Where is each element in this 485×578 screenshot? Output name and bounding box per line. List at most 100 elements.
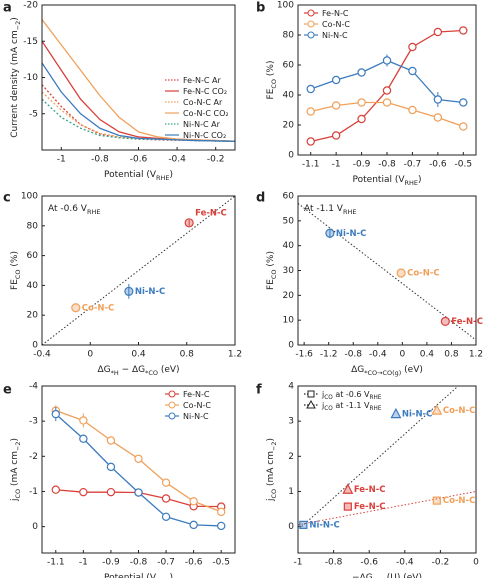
x-tick-label: -1 xyxy=(294,558,303,568)
text-part: Fe-N-C xyxy=(322,9,349,18)
x-tick-label: -0.8 xyxy=(325,558,343,568)
x-tick-label: 0.8 xyxy=(180,350,195,360)
point-label: Co-N-C xyxy=(407,268,440,278)
marker xyxy=(134,488,143,497)
marker xyxy=(161,478,171,487)
x-tick-label: -1 xyxy=(332,160,341,170)
text-part: Co-N-C xyxy=(183,401,211,410)
legend-label: Ni-N-C xyxy=(183,412,209,421)
y-tick-label: 40 xyxy=(283,241,295,251)
y-tick-label: 40 xyxy=(283,91,295,101)
y-tick-label: 30 xyxy=(283,266,295,276)
marker xyxy=(432,496,441,505)
text-part: −ΔG xyxy=(352,573,373,578)
y-tick-label: -10 xyxy=(23,73,38,83)
text-part: Fe-N-C Ar xyxy=(183,76,221,85)
marker xyxy=(51,409,60,419)
y-tick-label: 20 xyxy=(283,291,295,301)
y-tick-label: 80 xyxy=(27,221,39,231)
x-tick-label: 0 xyxy=(473,558,479,568)
y-tick-label: 3 xyxy=(288,417,294,427)
point-label: Fe-N-C xyxy=(451,317,483,327)
marker xyxy=(299,520,308,529)
y-tick-label: 100 xyxy=(21,192,38,202)
y-tick-label: -4 xyxy=(29,382,38,392)
x-tick-label: -0.4 xyxy=(369,350,387,360)
point-label: Fe-N-C xyxy=(354,502,386,512)
y-axis-label: jCO (mA cm−2) xyxy=(10,438,23,502)
x-axis-label: Potential (VRHE) xyxy=(104,573,173,578)
marker xyxy=(459,98,468,107)
legend-label: Co-N-C CO₂ xyxy=(183,109,229,118)
y-tick-label: 0 xyxy=(32,522,38,532)
point-label: Co-N-C xyxy=(82,303,115,313)
plot-frame xyxy=(297,4,477,156)
legend-label: Fe-N-C CO₂ xyxy=(183,87,227,96)
text-part: (%) xyxy=(10,251,20,269)
text-part: (mA cm xyxy=(10,451,20,489)
point-label: Fe-N-C xyxy=(195,208,227,218)
text-part: FE xyxy=(266,279,276,290)
legend-label: Co-N-C xyxy=(322,20,350,29)
text-part: j xyxy=(266,499,276,503)
legend-marker xyxy=(168,401,176,409)
x-tick-label: 1.2 xyxy=(469,350,483,360)
marker xyxy=(79,416,88,425)
text-part: ) xyxy=(418,175,422,185)
y-tick-label: 0 xyxy=(288,151,294,161)
y-tick-label: -15 xyxy=(23,37,38,47)
panel-letter: e xyxy=(3,383,12,398)
y-tick-label: 0 xyxy=(32,341,38,351)
point-label: Ni-N-C xyxy=(135,287,165,297)
plot-frame xyxy=(297,385,477,554)
y-tick-label: -2 xyxy=(29,452,38,462)
text-part: ) xyxy=(266,438,276,442)
text-part: Fe-N-C xyxy=(183,390,210,399)
text-part: (eV) xyxy=(158,365,180,375)
marker xyxy=(79,434,88,443)
marker xyxy=(433,113,443,122)
annotation: At -1.1 VRHE xyxy=(304,204,356,217)
x-tick-label: 1.2 xyxy=(228,350,242,360)
text-part: Potential (V xyxy=(104,573,157,578)
plot-frame xyxy=(41,385,236,554)
text-part: −2 xyxy=(14,21,22,31)
text-part: RHE xyxy=(370,395,382,401)
marker xyxy=(382,98,392,107)
plot-frame xyxy=(41,195,236,346)
series-line xyxy=(42,62,235,142)
y-axis-label: jCO (mA cm−2) xyxy=(266,438,279,502)
text-part: ) xyxy=(169,170,173,180)
legend-label: jCO at -0.6 VRHE xyxy=(321,390,382,401)
text-part: Co-N-C xyxy=(322,20,350,29)
marker xyxy=(382,56,392,65)
marker xyxy=(134,454,143,463)
x-tick-label: -0.2 xyxy=(207,155,225,165)
x-tick-label: 0.4 xyxy=(131,350,146,360)
plot-area xyxy=(42,19,235,142)
marker xyxy=(217,521,226,531)
text-part: Current density (mA cm xyxy=(10,30,20,138)
x-axis-label: −ΔGmax(U) (eV) xyxy=(352,573,422,578)
legend-marker xyxy=(168,390,176,398)
text-part: (%) xyxy=(266,251,276,269)
marker xyxy=(408,105,417,115)
marker xyxy=(161,494,171,503)
y-tick-label: 2 xyxy=(288,452,294,462)
marker xyxy=(71,303,81,313)
text-part: −2 xyxy=(14,441,22,451)
y-tick-label: 50 xyxy=(283,216,295,226)
x-tick-label: -1.6 xyxy=(295,350,313,360)
marker xyxy=(408,42,417,52)
y-tick-label: 10 xyxy=(283,316,295,326)
x-tick-label: 0.8 xyxy=(444,350,459,360)
text-part: FE xyxy=(266,88,276,99)
x-tick-label: -0.4 xyxy=(396,558,414,568)
panel-letter: d xyxy=(256,191,265,206)
text-part: *CO→CO(g) xyxy=(364,369,401,377)
marker xyxy=(306,84,315,94)
y-tick-label: -1 xyxy=(29,487,38,497)
text-part: CO xyxy=(270,79,278,89)
legend-marker xyxy=(307,20,315,28)
text-part: FE xyxy=(10,279,20,290)
